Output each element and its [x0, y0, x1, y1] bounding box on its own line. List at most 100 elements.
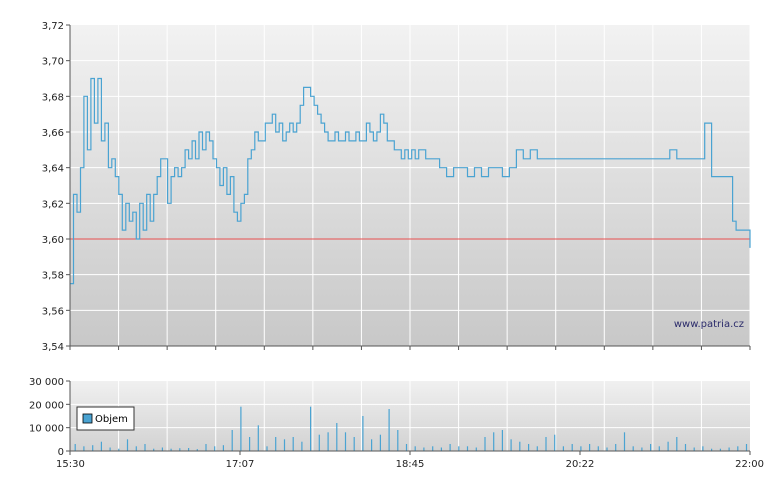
volume-bar — [371, 439, 373, 451]
volume-bar — [397, 430, 399, 451]
volume-bar — [249, 437, 251, 451]
price-y-tick-label: 3,64 — [42, 164, 64, 175]
legend-swatch — [82, 413, 93, 424]
volume-bar — [301, 441, 303, 451]
volume-bar — [667, 441, 669, 451]
volume-bar — [615, 444, 617, 451]
volume-bars — [74, 406, 748, 451]
volume-bar — [475, 447, 477, 451]
volume-bar — [292, 437, 294, 451]
volume-bar — [275, 437, 277, 451]
volume-bar — [536, 446, 538, 451]
price-y-tick-label: 3,54 — [42, 342, 64, 353]
time-axis-labels: 15:30 17:07 18:45 20:22 22:00 — [56, 451, 764, 470]
volume-bar — [580, 446, 582, 451]
volume-bar — [519, 441, 521, 451]
volume-bar — [353, 437, 355, 451]
volume-bar — [623, 432, 626, 451]
volume-grid — [70, 381, 750, 451]
volume-bar — [135, 446, 137, 451]
volume-bar — [589, 444, 591, 451]
volume-bar — [449, 444, 451, 451]
volume-bar — [188, 448, 190, 451]
volume-y-tick-label: 0 — [58, 447, 64, 458]
volume-bar — [362, 416, 364, 451]
volume-bar — [126, 439, 129, 451]
volume-bar — [719, 448, 721, 451]
time-tick-label: 15:30 — [56, 459, 85, 470]
price-y-tick-label: 3,72 — [42, 21, 64, 32]
legend-label: Objem — [95, 414, 128, 425]
volume-bar — [240, 406, 242, 451]
volume-bar — [684, 444, 687, 451]
volume-bar — [257, 425, 259, 451]
price-y-tick-label: 3,58 — [42, 271, 64, 282]
volume-bar — [310, 406, 312, 451]
volume-bar — [432, 446, 434, 451]
volume-bar — [161, 447, 163, 451]
volume-bar — [196, 449, 198, 451]
volume-bar — [554, 434, 556, 451]
volume-bar — [466, 446, 469, 451]
volume-bar — [405, 444, 408, 451]
volume-bar — [658, 446, 660, 451]
volume-y-tick-label: 10 000 — [29, 424, 64, 435]
volume-bar — [414, 446, 416, 451]
volume-bar — [231, 430, 233, 451]
volume-bar — [676, 437, 678, 451]
volume-bar — [562, 446, 564, 451]
volume-bar — [205, 444, 207, 451]
price-y-tick-label: 3,60 — [42, 235, 64, 246]
price-x-ticks — [69, 346, 751, 350]
price-y-tick-label: 3,56 — [42, 306, 64, 317]
volume-bar — [510, 439, 512, 451]
volume-bar — [641, 447, 643, 451]
time-tick-label: 17:07 — [226, 459, 255, 470]
volume-bar — [379, 434, 381, 451]
legend-box — [76, 406, 135, 431]
volume-bar — [693, 447, 695, 451]
volume-bar — [484, 437, 486, 451]
volume-bar — [711, 448, 713, 451]
price-y-tick-label: 3,68 — [42, 92, 64, 103]
price-y-tick-label: 3,66 — [42, 128, 64, 139]
volume-bar — [493, 432, 495, 451]
volume-bar — [388, 409, 390, 451]
price-y-tick-label: 3,62 — [42, 199, 64, 210]
volume-bar — [100, 441, 102, 451]
volume-bar — [632, 446, 634, 451]
volume-bar — [336, 423, 338, 451]
volume-bar — [92, 445, 94, 451]
watermark-text: www.patria.cz — [674, 319, 744, 330]
volume-bar — [702, 446, 704, 451]
volume-bar — [745, 444, 748, 451]
volume-y-tick-label: 20 000 — [29, 400, 64, 411]
volume-bar — [606, 447, 608, 451]
volume-bar — [423, 447, 425, 451]
volume-bar — [144, 444, 146, 451]
time-tick-label: 22:00 — [735, 459, 764, 470]
volume-bar — [458, 446, 460, 451]
price-line — [70, 77, 751, 285]
volume-bar — [266, 446, 268, 451]
volume-bar — [214, 446, 216, 451]
volume-bar — [109, 447, 111, 451]
volume-bar — [571, 444, 573, 451]
time-tick-label: 18:45 — [396, 459, 425, 470]
volume-y-axis-labels: 0 10 000 20 000 30 000 — [29, 377, 70, 458]
volume-bar — [118, 448, 120, 451]
volume-bar — [501, 430, 503, 451]
volume-bar — [170, 448, 172, 451]
volume-bar — [737, 446, 739, 451]
volume-bar — [83, 446, 85, 451]
price-y-axis-labels: 3,54 3,56 3,58 3,60 3,62 3,64 3,66 3,68 3,70 3,72 — [42, 21, 70, 353]
volume-bar — [545, 437, 547, 451]
volume-legend: Objem — [76, 406, 135, 431]
time-tick-label: 20:22 — [566, 459, 595, 470]
volume-bar — [597, 446, 599, 451]
volume-bar — [650, 444, 652, 451]
volume-bar — [528, 444, 530, 451]
volume-bar — [728, 447, 730, 451]
price-y-tick-label: 3,70 — [42, 57, 64, 68]
